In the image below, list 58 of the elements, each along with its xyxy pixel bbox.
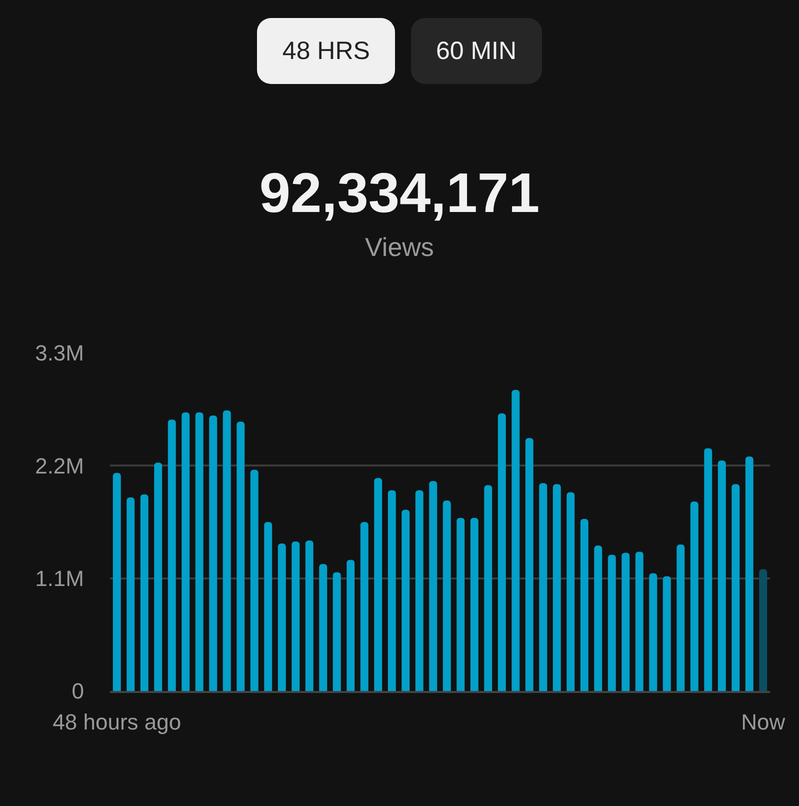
bar [195, 412, 204, 691]
bar [676, 544, 685, 691]
bar [278, 544, 286, 691]
y-tick-label: 3.3M [35, 340, 84, 366]
bar [126, 497, 135, 691]
bar [580, 518, 588, 691]
bar [182, 412, 190, 691]
bar [388, 490, 396, 691]
bar [704, 448, 712, 691]
bar [332, 572, 341, 691]
bar [552, 484, 561, 691]
bar [222, 410, 231, 691]
bar [415, 490, 424, 691]
bar [498, 413, 506, 691]
bar [690, 502, 698, 691]
bar [292, 541, 300, 691]
bar [470, 518, 478, 691]
bar [566, 492, 575, 691]
bar [594, 546, 602, 691]
bar [512, 390, 520, 691]
y-tick-label: 2.2M [35, 453, 84, 478]
x-tick-label: 48 hours ago [52, 709, 182, 734]
bar [140, 494, 148, 691]
chart-subtitle: Views [364, 232, 435, 263]
text: 60 MIN [410, 18, 542, 84]
bar [319, 564, 328, 691]
bar [429, 481, 438, 691]
x-tick-label: Now [741, 709, 786, 734]
bar [608, 554, 616, 691]
y-tick-label: 1.1M [35, 566, 84, 592]
bar [745, 456, 754, 691]
bar [346, 560, 355, 691]
bar [649, 573, 658, 691]
bar [484, 485, 492, 691]
bar [718, 460, 726, 691]
chart-title: 92,334,171 [258, 160, 541, 225]
bar [236, 422, 245, 691]
bar [264, 522, 272, 691]
bar [456, 518, 465, 691]
y-tick-label: 0 [72, 678, 84, 704]
bar [622, 552, 630, 691]
bar [635, 552, 644, 691]
bar [732, 484, 740, 691]
bar [525, 438, 534, 691]
bar [539, 483, 548, 691]
bar [442, 500, 451, 691]
bar [250, 470, 258, 691]
text: 48 HRS [257, 18, 395, 84]
bar [112, 472, 121, 691]
bar [374, 478, 382, 691]
bar [662, 576, 671, 691]
bar [360, 522, 368, 691]
bar [402, 510, 410, 691]
bar [168, 420, 176, 691]
bar [154, 462, 162, 691]
bar [759, 569, 768, 691]
bar [209, 415, 218, 691]
bar [305, 540, 314, 691]
